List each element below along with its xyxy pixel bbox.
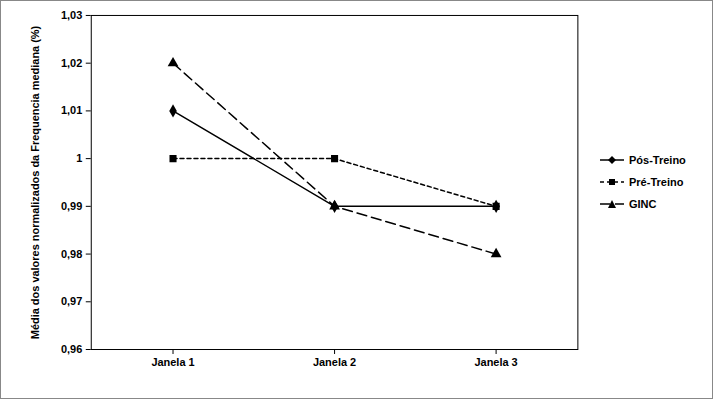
svg-text:1: 1 xyxy=(76,152,82,164)
svg-text:Janela 3: Janela 3 xyxy=(474,356,517,368)
svg-text:Média dos valores normalizados: Média dos valores normalizados da Freque… xyxy=(29,25,41,339)
svg-text:1,01: 1,01 xyxy=(61,104,82,116)
svg-text:0,96: 0,96 xyxy=(61,343,82,355)
html-text:GINC: GINC xyxy=(629,198,657,210)
html-text:Pré-Treino: Pré-Treino xyxy=(629,176,684,188)
svg-text:1,03: 1,03 xyxy=(61,9,82,21)
svg-text:0,99: 0,99 xyxy=(61,200,82,212)
html-text:Pós-Treino: Pós-Treino xyxy=(629,154,686,166)
svg-text:Janela 2: Janela 2 xyxy=(313,356,356,368)
svg-text:0,98: 0,98 xyxy=(61,248,82,260)
svg-text:0,97: 0,97 xyxy=(61,295,82,307)
svg-text:Janela 1: Janela 1 xyxy=(151,356,194,368)
svg-text:1,02: 1,02 xyxy=(61,57,82,69)
